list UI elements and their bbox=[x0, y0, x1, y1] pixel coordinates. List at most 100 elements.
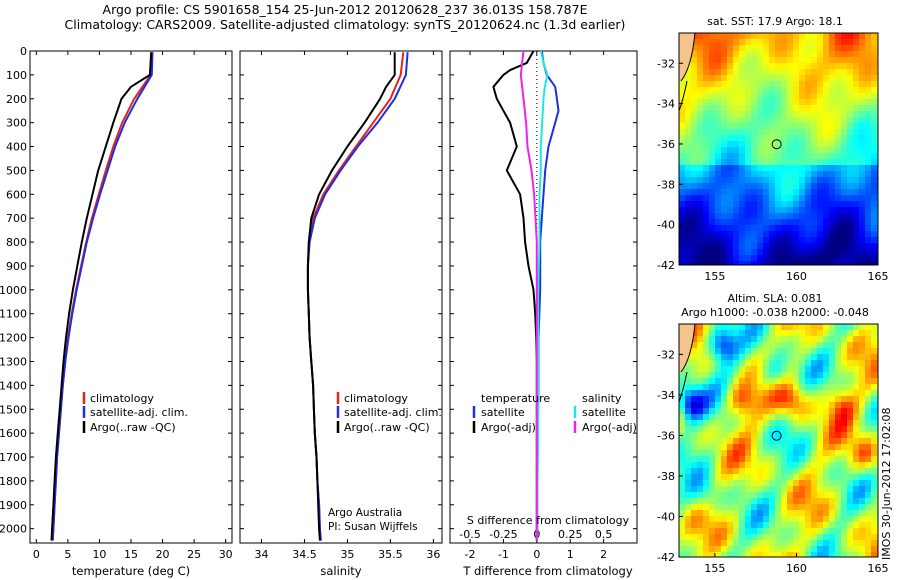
map-cell bbox=[721, 486, 728, 493]
map-cell bbox=[727, 426, 734, 433]
map-cell bbox=[751, 462, 758, 469]
map-cell bbox=[787, 45, 794, 52]
map-cell bbox=[835, 87, 842, 94]
map-cell bbox=[757, 444, 764, 451]
temperature-legend: climatology satellite-adj. clim. Argo(..… bbox=[82, 392, 188, 434]
map-cell bbox=[745, 57, 752, 64]
map-cell bbox=[787, 147, 794, 154]
map-cell bbox=[763, 51, 770, 58]
map-cell bbox=[721, 63, 728, 70]
map-cell bbox=[757, 87, 764, 94]
map-cell bbox=[823, 492, 830, 499]
map-cell bbox=[715, 81, 722, 88]
map-cell bbox=[709, 87, 716, 94]
map-cell bbox=[745, 39, 752, 46]
map-cell bbox=[733, 366, 740, 373]
depth-tick-label: 2000 bbox=[0, 523, 27, 536]
map-cell bbox=[817, 486, 824, 493]
map-cell bbox=[811, 354, 818, 361]
map-cell bbox=[847, 450, 854, 457]
map-cell bbox=[871, 177, 878, 184]
map-cell bbox=[745, 474, 752, 481]
map-cell bbox=[817, 480, 824, 487]
map-cell bbox=[811, 219, 818, 226]
map-cell bbox=[691, 69, 698, 76]
map-cell bbox=[739, 336, 746, 343]
map-cell bbox=[727, 552, 734, 557]
map-y-tick-label: -38 bbox=[657, 178, 675, 191]
map-cell bbox=[847, 384, 854, 391]
map-cell bbox=[721, 237, 728, 244]
map-cell bbox=[799, 390, 806, 397]
map-cell bbox=[769, 498, 776, 505]
map-cell bbox=[799, 444, 806, 451]
map-cell bbox=[787, 426, 794, 433]
map-cell bbox=[763, 177, 770, 184]
map-cell bbox=[703, 87, 710, 94]
map-cell bbox=[835, 468, 842, 475]
map-cell bbox=[865, 348, 872, 355]
map-cell bbox=[835, 123, 842, 130]
map-cell bbox=[703, 129, 710, 136]
map-cell bbox=[739, 219, 746, 226]
map-cell bbox=[763, 396, 770, 403]
map-cell bbox=[721, 207, 728, 214]
map-y-tick-label: -42 bbox=[657, 259, 675, 272]
map-cell bbox=[871, 462, 878, 469]
map-cell bbox=[739, 354, 746, 361]
map-cell bbox=[721, 213, 728, 220]
map-cell bbox=[679, 384, 686, 391]
map-cell bbox=[835, 480, 842, 487]
map-cell bbox=[835, 51, 842, 58]
map-cell bbox=[865, 219, 872, 226]
map-cell bbox=[703, 462, 710, 469]
map-cell bbox=[811, 111, 818, 118]
map-cell bbox=[835, 426, 842, 433]
map-cell bbox=[739, 408, 746, 415]
map-cell bbox=[733, 324, 740, 331]
x-tick-label: 0 bbox=[33, 548, 40, 561]
map-cell bbox=[841, 480, 848, 487]
map-cell bbox=[769, 546, 776, 553]
map-cell bbox=[739, 540, 746, 547]
map-cell bbox=[769, 255, 776, 262]
map-cell bbox=[871, 450, 878, 457]
map-cell bbox=[865, 378, 872, 385]
map-cell bbox=[727, 336, 734, 343]
map-cell bbox=[751, 438, 758, 445]
map-cell bbox=[835, 330, 842, 337]
map-cell bbox=[727, 402, 734, 409]
map-cell bbox=[847, 99, 854, 106]
map-cell bbox=[793, 408, 800, 415]
map-cell bbox=[829, 231, 836, 238]
map-cell bbox=[817, 510, 824, 517]
map-cell bbox=[769, 354, 776, 361]
map-cell bbox=[835, 498, 842, 505]
figure-title-line-2: Climatology: CARS2009. Satellite-adjuste… bbox=[64, 17, 626, 32]
map-cell bbox=[859, 432, 866, 439]
map-cell bbox=[763, 462, 770, 469]
map-cell bbox=[691, 219, 698, 226]
map-cell bbox=[733, 456, 740, 463]
map-cell bbox=[769, 243, 776, 250]
map-cell bbox=[853, 123, 860, 130]
map-cell bbox=[829, 129, 836, 136]
map-cell bbox=[709, 51, 716, 58]
map-cell bbox=[739, 189, 746, 196]
map-cell bbox=[811, 360, 818, 367]
map-cell bbox=[703, 546, 710, 553]
map-cell bbox=[751, 522, 758, 529]
map-cell bbox=[823, 468, 830, 475]
map-cell bbox=[709, 522, 716, 529]
map-cell bbox=[685, 486, 692, 493]
map-cell bbox=[775, 396, 782, 403]
map-cell bbox=[829, 111, 836, 118]
map-cell bbox=[859, 468, 866, 475]
map-cell bbox=[829, 177, 836, 184]
map-cell bbox=[745, 444, 752, 451]
map-cell bbox=[835, 546, 842, 553]
map-cell bbox=[739, 378, 746, 385]
map-cell bbox=[799, 75, 806, 82]
map-cell bbox=[781, 207, 788, 214]
map-cell bbox=[835, 129, 842, 136]
